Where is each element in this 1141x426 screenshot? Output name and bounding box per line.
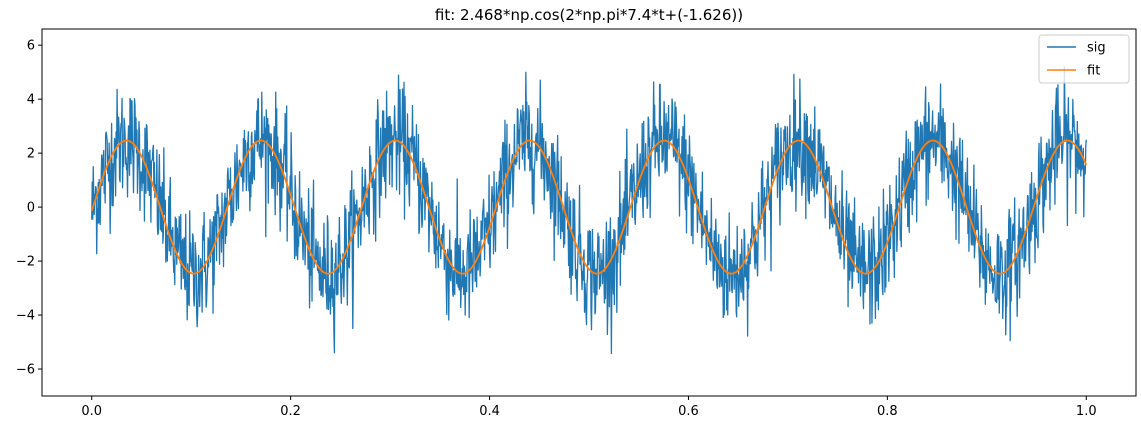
chart-title: fit: 2.468*np.cos(2*np.pi*7.4*t+(-1.626)… [435,6,743,24]
y-tick-label: 2 [27,147,35,162]
x-tick-label: 0.6 [678,404,699,419]
series-layer [90,66,1088,355]
y-tick-label: 6 [27,39,35,54]
axes-frame [41,28,1137,397]
legend: sig fit [1038,34,1130,84]
series-line-fit [90,139,1088,275]
y-tick-label: −6 [16,363,35,378]
series-line-sig [91,66,1087,355]
y-tick-label: 4 [27,93,35,108]
legend-box [1038,34,1130,84]
x-tick-label: 0.0 [81,404,102,419]
y-axis: −6 −4 −2 0 2 4 6 [16,39,42,378]
y-tick-label: −2 [16,255,35,270]
y-tick-label: 0 [27,201,35,216]
y-tick-label: −4 [16,309,35,324]
legend-label-sig: sig [1087,41,1106,56]
legend-label-fit: fit [1087,64,1100,79]
x-axis: 0.0 0.2 0.4 0.6 0.8 1.0 [81,396,1097,419]
plot-area [41,28,1137,397]
x-tick-label: 0.2 [280,404,301,419]
x-tick-label: 0.8 [877,404,898,419]
x-tick-label: 0.4 [479,404,500,419]
x-tick-label: 1.0 [1076,404,1097,419]
